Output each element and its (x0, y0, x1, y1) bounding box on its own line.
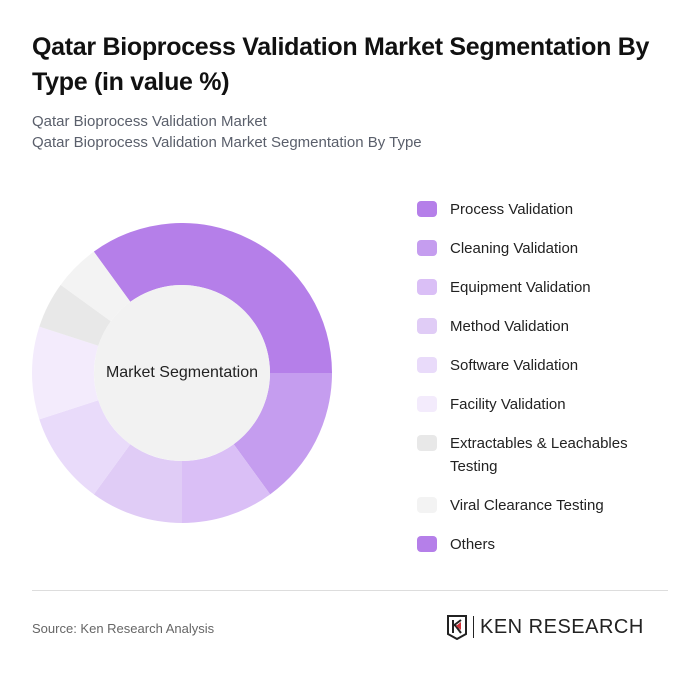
legend-swatch (417, 396, 437, 412)
legend-swatch (417, 201, 437, 217)
legend-swatch (417, 279, 437, 295)
legend-item[interactable]: Process Validation (417, 198, 677, 221)
chart-legend: Process Validation Cleaning Validation Equ… (417, 198, 677, 572)
legend-item[interactable]: Software Validation (417, 354, 677, 377)
donut-slice[interactable] (39, 284, 111, 346)
donut-slice[interactable] (32, 326, 99, 420)
legend-label: Cleaning Validation (450, 240, 579, 257)
legend-item[interactable]: Viral Clearance Testing (417, 494, 677, 517)
ken-research-logo: KEN RESEARCH (446, 614, 644, 640)
legend-item[interactable]: Facility Validation (417, 393, 677, 416)
legend-item[interactable]: Extractables & Leachables Testing (417, 432, 677, 478)
donut-hole (94, 285, 270, 461)
page-title: Qatar Bioprocess Validation Market Segme… (32, 33, 650, 96)
legend-label: Process Validation (450, 201, 574, 218)
legend-label: Method Validation (450, 318, 569, 335)
legend-label: Software Validation (450, 357, 579, 374)
legend-swatch (417, 435, 437, 451)
subtitle-market: Qatar Bioprocess Validation Market (32, 113, 267, 130)
legend-item[interactable]: Method Validation (417, 315, 677, 338)
legend-item[interactable]: Others (417, 533, 677, 556)
logo-text: KEN RESEARCH (480, 615, 644, 638)
ken-logo-icon (447, 615, 467, 640)
legend-swatch (417, 240, 437, 256)
legend-label: Viral Clearance Testing (450, 497, 604, 514)
legend-swatch (417, 357, 437, 373)
donut-slice[interactable] (39, 400, 131, 495)
legend-label: Extractables & Leachables Testing (450, 435, 628, 475)
legend-label: Facility Validation (450, 396, 566, 413)
legend-swatch (417, 497, 437, 513)
legend-label: Equipment Validation (450, 279, 591, 296)
donut-chart (32, 223, 332, 523)
donut-slice[interactable] (93, 223, 332, 373)
subtitle-segmentation: Qatar Bioprocess Validation Market Segme… (32, 134, 422, 151)
legend-item[interactable]: Cleaning Validation (417, 237, 677, 260)
legend-item[interactable]: Equipment Validation (417, 276, 677, 299)
donut-slice[interactable] (93, 444, 182, 523)
legend-swatch (417, 318, 437, 334)
source-note: Source: Ken Research Analysis (32, 621, 215, 636)
donut-slice[interactable] (233, 373, 332, 495)
donut-slice[interactable] (60, 251, 131, 322)
footer-divider (32, 590, 668, 591)
legend-swatch (417, 536, 437, 552)
donut-slice[interactable] (182, 444, 271, 523)
legend-label: Others (450, 536, 496, 553)
